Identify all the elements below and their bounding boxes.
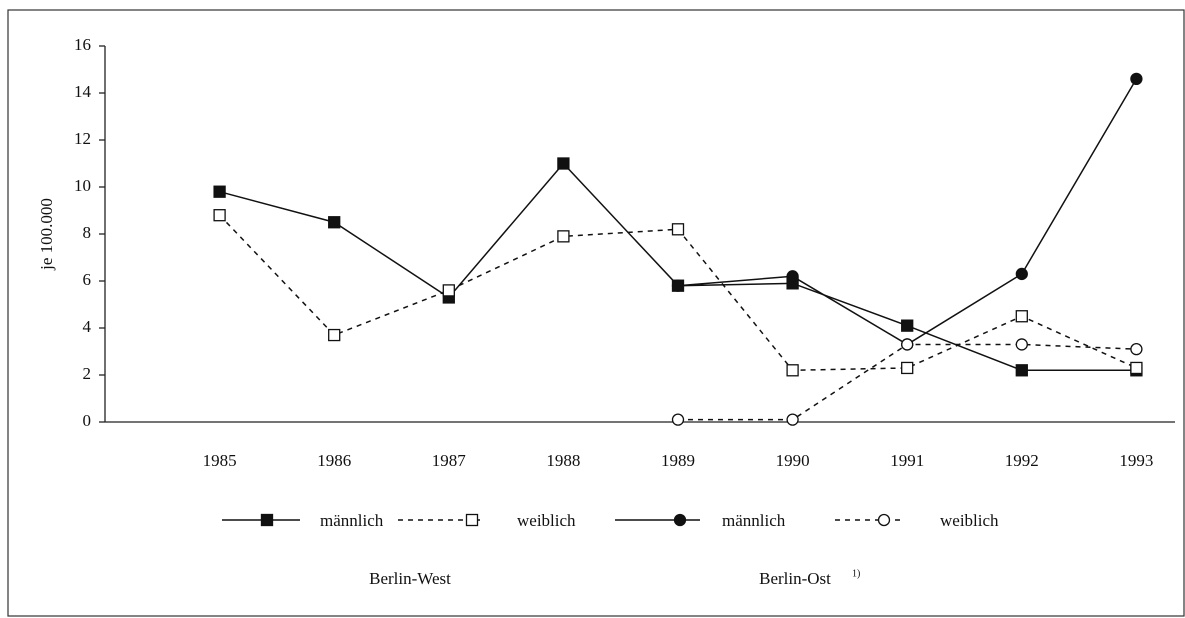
marker bbox=[901, 319, 914, 332]
marker bbox=[213, 209, 226, 222]
y-tick-label: 14 bbox=[74, 82, 92, 101]
y-tick-label: 2 bbox=[83, 364, 92, 383]
marker bbox=[901, 338, 914, 351]
marker bbox=[1130, 342, 1143, 356]
x-tick-label: 1985 bbox=[203, 451, 237, 470]
marker bbox=[465, 513, 479, 527]
y-tick-label: 12 bbox=[74, 129, 91, 148]
marker bbox=[671, 413, 685, 426]
marker bbox=[786, 364, 799, 377]
marker bbox=[1015, 364, 1028, 377]
y-tick-label: 16 bbox=[74, 35, 91, 54]
x-tick-label: 1989 bbox=[661, 451, 695, 470]
marker bbox=[260, 513, 274, 527]
y-tick-label: 10 bbox=[74, 176, 91, 195]
series-line bbox=[219, 214, 1137, 372]
marker bbox=[442, 284, 455, 297]
marker bbox=[673, 513, 687, 527]
x-tick-label: 1992 bbox=[1005, 451, 1039, 470]
y-tick-label: 0 bbox=[83, 411, 92, 430]
x-tick-label: 1990 bbox=[776, 451, 810, 470]
legend-label: weiblich bbox=[940, 511, 999, 530]
marker bbox=[1015, 310, 1028, 323]
marker bbox=[901, 361, 914, 375]
legend-label: weiblich bbox=[517, 511, 576, 530]
footnote-mark: 1) bbox=[852, 568, 860, 579]
marker bbox=[877, 513, 891, 527]
marker bbox=[786, 413, 799, 426]
y-tick-label: 4 bbox=[83, 317, 92, 336]
x-tick-label: 1986 bbox=[317, 451, 351, 470]
y-tick-label: 8 bbox=[83, 223, 92, 242]
marker bbox=[671, 279, 685, 292]
marker bbox=[1015, 338, 1028, 351]
x-tick-label: 1987 bbox=[432, 451, 467, 470]
series-line bbox=[219, 162, 1137, 372]
marker bbox=[1015, 267, 1028, 281]
frame bbox=[7, 9, 1185, 617]
marker bbox=[786, 270, 799, 283]
y-tick-label: 6 bbox=[83, 270, 92, 289]
x-tick-label: 1991 bbox=[890, 451, 924, 470]
marker bbox=[1130, 72, 1143, 86]
x-tick-label: 1993 bbox=[1119, 451, 1153, 470]
y-axis-label: je 100.000 bbox=[37, 198, 56, 271]
legend-label: männlich bbox=[722, 511, 786, 530]
series-line bbox=[678, 343, 1137, 421]
legend-label: männlich bbox=[320, 511, 384, 530]
marker bbox=[328, 216, 341, 229]
x-tick-label: 1988 bbox=[546, 451, 580, 470]
marker bbox=[671, 223, 685, 236]
marker bbox=[557, 230, 570, 243]
marker bbox=[1130, 361, 1143, 375]
legend-group: Berlin-West bbox=[369, 569, 451, 588]
marker bbox=[213, 185, 226, 198]
marker bbox=[557, 157, 570, 170]
legend-group: Berlin-Ost bbox=[759, 569, 831, 588]
marker bbox=[328, 328, 341, 342]
series-line bbox=[677, 78, 1138, 346]
